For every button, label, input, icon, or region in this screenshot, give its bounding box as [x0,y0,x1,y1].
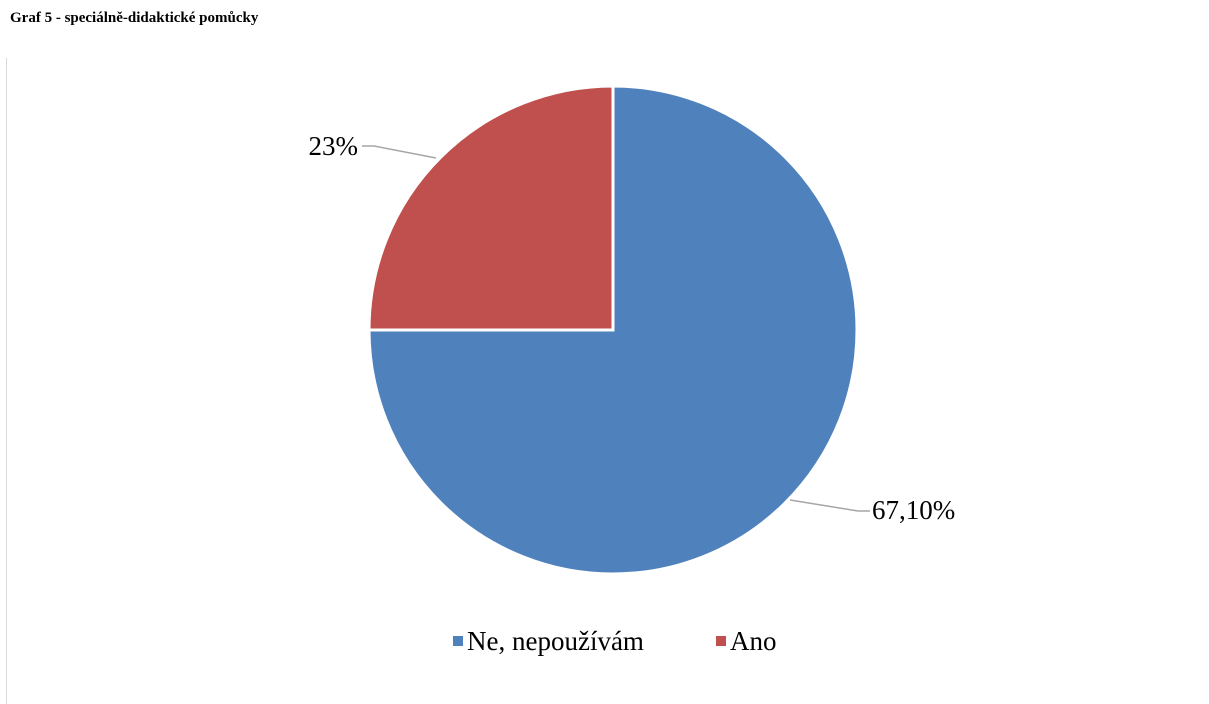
legend: Ne, nepoužívám Ano [453,626,777,656]
leader-lines [362,145,870,512]
data-labels: 67,10% 23% [309,131,956,525]
leader-line-ne-nepouzivam [789,499,870,512]
leader-line-ano [362,145,437,159]
legend-swatch-ano [716,636,726,646]
legend-label-ne-nepouzivam: Ne, nepoužívám [467,626,644,656]
data-label-ne-nepouzivam: 67,10% [872,495,955,525]
legend-label-ano: Ano [730,626,777,656]
data-label-ano: 23% [309,131,359,161]
chart-title: Graf 5 - speciálně-didaktické pomůcky [10,10,259,26]
pie-slices [367,84,859,576]
pie-slice-ne-nepouzivam [367,84,859,576]
left-border-line [6,58,7,704]
pie-slice-ano [367,84,615,332]
legend-swatch-ne-nepouzivam [453,636,463,646]
